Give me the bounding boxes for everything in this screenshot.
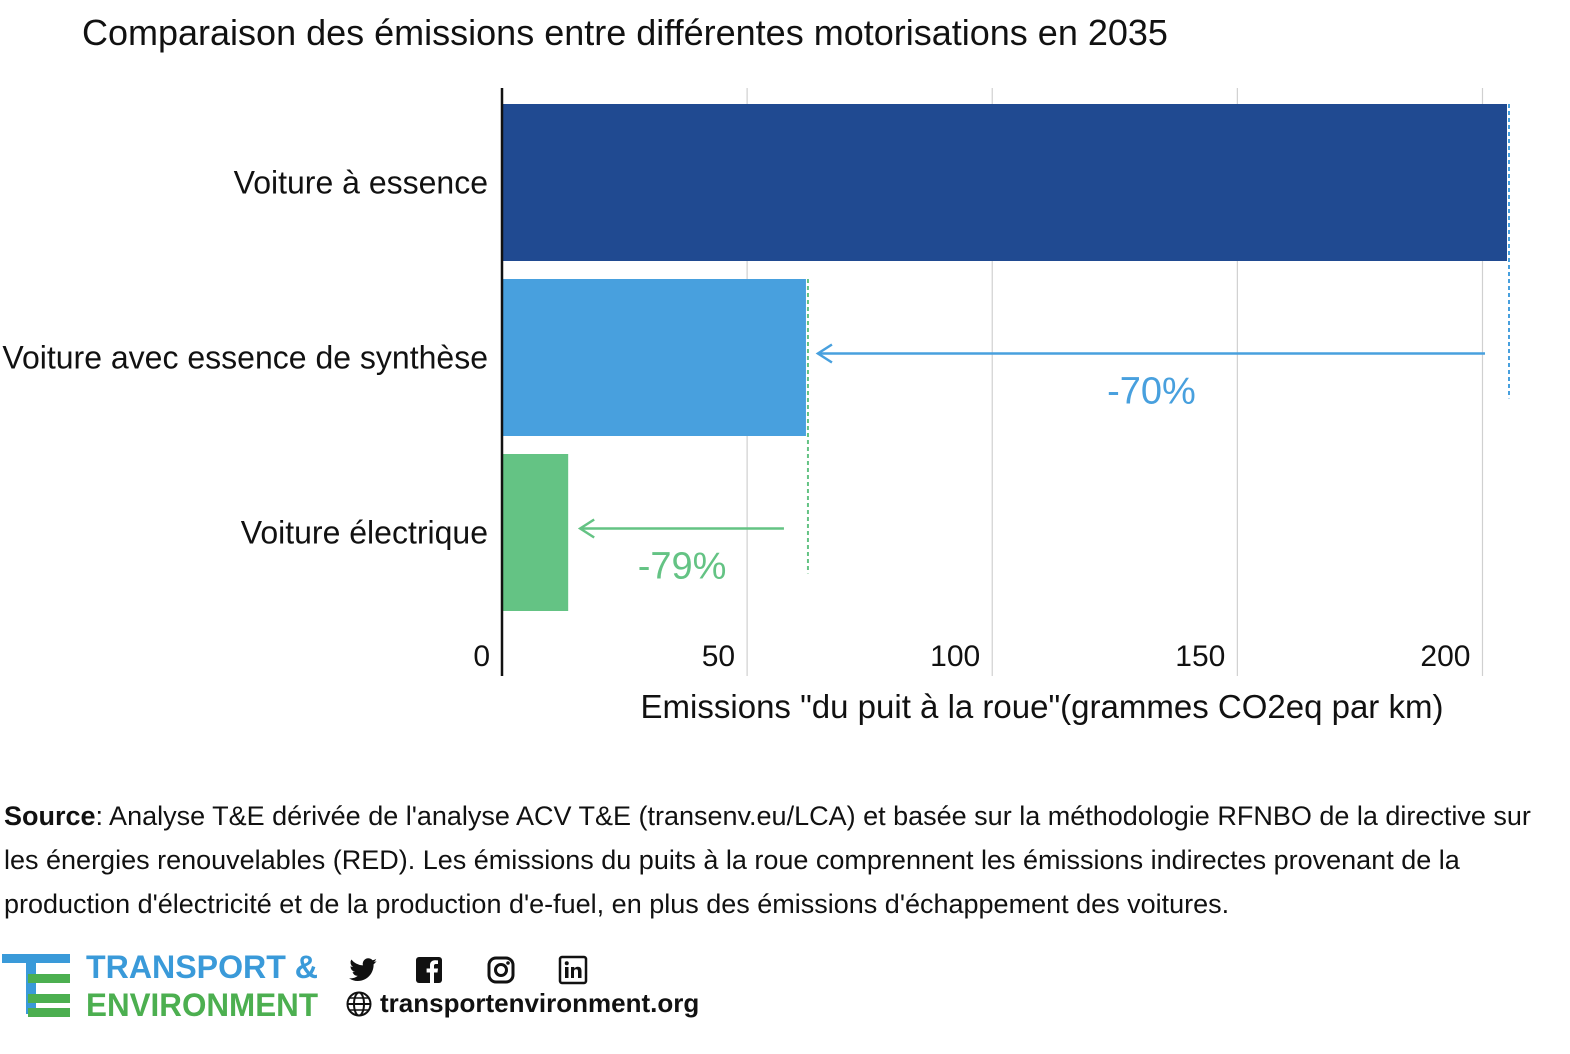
transport-environment-logo: TRANSPORT & ENVIRONMENT — [2, 950, 318, 1022]
source-label: Source — [4, 801, 96, 831]
twitter-icon[interactable] — [347, 954, 379, 986]
x-tick-label: 50 — [702, 640, 735, 673]
x-tick-label: 150 — [1175, 640, 1225, 673]
reduction-arrowhead — [815, 343, 833, 364]
bar — [503, 104, 1507, 261]
y-category-label: Voiture avec essence de synthèse — [2, 340, 488, 376]
x-tick-label: 0 — [473, 640, 490, 673]
logo-line-1: TRANSPORT & — [86, 950, 318, 985]
y-category-label: Voiture électrique — [241, 515, 488, 551]
reduction-arrowhead — [577, 518, 595, 539]
social-links: transportenvironment.org — [345, 950, 725, 1030]
reduction-label: -79% — [638, 546, 727, 588]
bar-chart: -70% -79% 0 50 100 150 200 Voiture à essence Vo… — [2, 88, 1510, 725]
reduction-label: -70% — [1107, 371, 1196, 413]
chart-title: Comparaison des émissions entre différen… — [82, 12, 1168, 53]
logo-line-2: ENVIRONMENT — [86, 987, 318, 1022]
bar — [503, 279, 806, 436]
facebook-icon[interactable] — [413, 954, 445, 986]
website-link[interactable]: transportenvironment.org — [380, 988, 700, 1018]
instagram-icon[interactable] — [485, 954, 517, 986]
x-tick-label: 200 — [1420, 640, 1470, 673]
globe-icon — [346, 991, 372, 1017]
linkedin-icon[interactable] — [557, 954, 589, 986]
x-tick-label: 100 — [930, 640, 980, 673]
source-note: Source: Analyse T&E dérivée de l'analyse… — [4, 794, 1549, 926]
x-axis-title: Emissions "du puit à la roue"(grammes CO… — [641, 688, 1444, 725]
source-text: : Analyse T&E dérivée de l'analyse ACV T… — [4, 801, 1531, 919]
y-category-label: Voiture à essence — [234, 165, 488, 201]
bar — [503, 454, 569, 611]
